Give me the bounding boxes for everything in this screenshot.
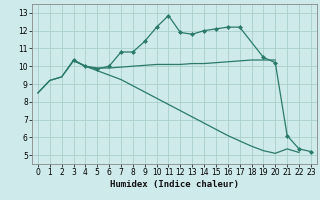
X-axis label: Humidex (Indice chaleur): Humidex (Indice chaleur) <box>110 180 239 189</box>
